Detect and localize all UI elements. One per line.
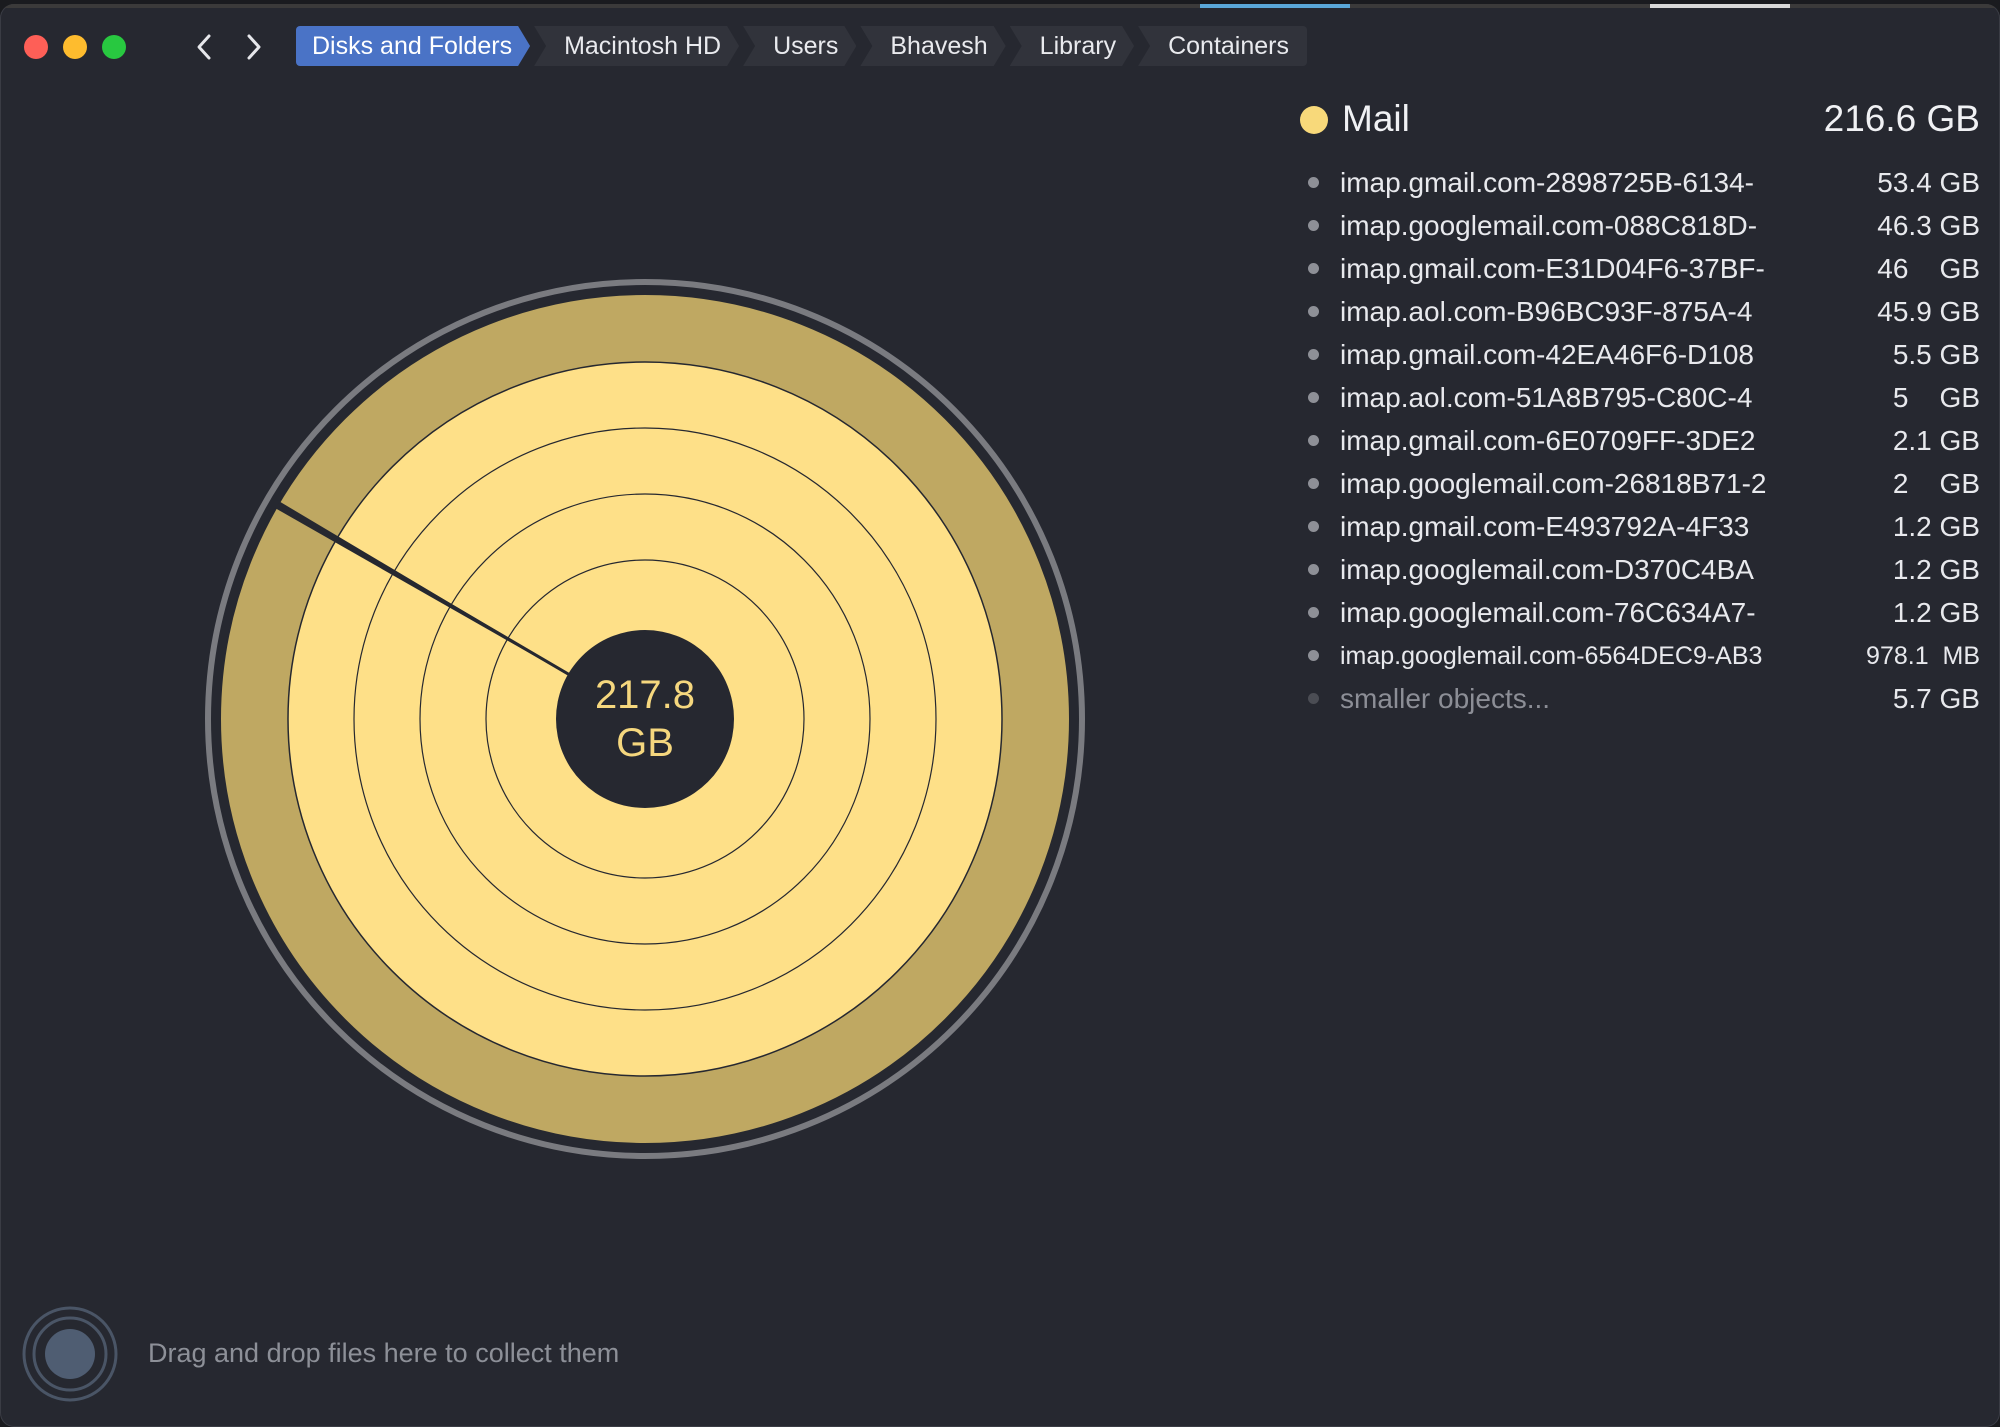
collector-button[interactable] [22, 1306, 118, 1402]
center-hole[interactable] [556, 630, 734, 808]
list-item[interactable]: imap.googlemail.com-76C634A7- 1.2 GB [1300, 592, 1980, 635]
item-name: imap.aol.com-B96BC93F-875A-4 [1340, 296, 1753, 327]
item-name: imap.googlemail.com-6564DEC9-AB3 [1340, 642, 1763, 670]
item-name: imap.gmail.com-E493792A-4F33 [1340, 511, 1750, 542]
bullet-icon [1308, 392, 1319, 403]
breadcrumb: Disks and Folders Macintosh HD Users Bha… [296, 26, 1311, 66]
list-item[interactable]: imap.aol.com-B96BC93F-875A-4 45.9 GB [1300, 291, 1980, 334]
folder-name: Mail [1342, 98, 1410, 139]
item-size: 5 GB [1892, 382, 1980, 413]
item-name: imap.googlemail.com-088C818D- [1340, 210, 1758, 241]
desktop-strip [0, 4, 2000, 8]
total-size-label: 217.8 GB [545, 629, 745, 809]
list-item[interactable]: imap.googlemail.com-D370C4BA 1.2 GB [1300, 549, 1980, 592]
folder-color-dot [1300, 106, 1328, 134]
breadcrumb-disks-and-folders[interactable]: Disks and Folders [296, 26, 530, 66]
bullet-icon [1308, 306, 1319, 317]
item-size: 1.2 GB [1892, 511, 1980, 542]
item-size: 2.1 GB [1892, 425, 1980, 456]
breadcrumb-macintosh-hd[interactable]: Macintosh HD [534, 26, 739, 66]
item-size: 1.2 GB [1892, 554, 1980, 585]
list-item[interactable]: imap.googlemail.com-26818B71-2 2 GB [1300, 463, 1980, 506]
item-name: imap.googlemail.com-D370C4BA [1340, 554, 1754, 585]
bullet-icon [1308, 650, 1319, 661]
bullet-icon [1308, 478, 1319, 489]
bullet-icon [1308, 220, 1319, 231]
item-name: imap.aol.com-51A8B795-C80C-4 [1340, 382, 1753, 413]
minimize-window-button[interactable] [63, 35, 87, 59]
chevron-left-icon [197, 34, 211, 60]
item-size: 45.9 GB [1877, 296, 1980, 327]
item-size: 53.4 GB [1877, 167, 1980, 198]
drop-hint-text: Drag and drop files here to collect them [148, 1338, 620, 1368]
list-item[interactable]: imap.googlemail.com-088C818D- 46.3 GB [1300, 205, 1980, 248]
item-name: imap.gmail.com-2898725B-6134- [1340, 167, 1754, 198]
app-window: Disks and Folders Macintosh HD Users Bha… [0, 4, 2000, 1427]
sunburst-svg[interactable] [200, 274, 1090, 1164]
bullet-icon [1308, 521, 1319, 532]
item-name: imap.gmail.com-42EA46F6-D108 [1340, 339, 1754, 370]
total-size-value: 217.8 [594, 673, 696, 717]
item-size: 5.7 GB [1892, 683, 1980, 714]
item-size: 5.5 GB [1892, 339, 1980, 370]
item-name: imap.googlemail.com-26818B71-2 [1340, 468, 1767, 499]
item-size: 1.2 GB [1892, 597, 1980, 628]
item-size: 2 GB [1892, 468, 1980, 499]
selected-folder-header[interactable]: Mail 216.6 GB [1300, 96, 1980, 144]
collector-icon [22, 1306, 118, 1402]
item-name: imap.googlemail.com-76C634A7- [1340, 597, 1756, 628]
bullet-icon [1308, 564, 1319, 575]
item-size: 46.3 GB [1877, 210, 1980, 241]
list-item[interactable]: imap.aol.com-51A8B795-C80C-4 5 GB [1300, 377, 1980, 420]
outer-outline-ring [205, 279, 1085, 1159]
item-name: imap.gmail.com-6E0709FF-3DE2 [1340, 425, 1756, 456]
list-item[interactable]: imap.gmail.com-2898725B-6134- 53.4 GB [1300, 162, 1980, 205]
item-size: 46 GB [1877, 253, 1980, 284]
bullet-icon [1308, 607, 1319, 618]
total-size-unit: GB [616, 721, 674, 765]
breadcrumb-library[interactable]: Library [1010, 26, 1134, 66]
bullet-icon [1308, 693, 1319, 704]
list-item[interactable]: imap.googlemail.com-6564DEC9-AB3 978.1 MB [1300, 635, 1980, 678]
chevron-right-icon [247, 34, 261, 60]
zoom-window-button[interactable] [102, 35, 126, 59]
folder-size: 216.6 GB [1823, 98, 1980, 139]
list-item[interactable]: imap.gmail.com-6E0709FF-3DE2 2.1 GB [1300, 420, 1980, 463]
close-window-button[interactable] [24, 35, 48, 59]
item-name: smaller objects... [1340, 683, 1551, 714]
forward-button[interactable] [236, 28, 270, 66]
list-item[interactable]: imap.gmail.com-42EA46F6-D108 5.5 GB [1300, 334, 1980, 377]
bullet-icon [1308, 349, 1319, 360]
breadcrumb-containers[interactable]: Containers [1138, 26, 1307, 66]
bullet-icon [1308, 263, 1319, 274]
breadcrumb-bhavesh[interactable]: Bhavesh [860, 26, 1005, 66]
list-item[interactable]: imap.gmail.com-E493792A-4F33 1.2 GB [1300, 506, 1980, 549]
item-size: 978.1 MB [1866, 642, 1980, 670]
sunburst-chart[interactable]: 217.8 GB [200, 274, 1090, 1164]
contents-list: imap.gmail.com-2898725B-6134- 53.4 GB ima… [1300, 162, 1980, 721]
item-name: imap.gmail.com-E31D04F6-37BF- [1340, 253, 1765, 284]
bullet-icon [1308, 177, 1319, 188]
list-item[interactable]: imap.gmail.com-E31D04F6-37BF- 46 GB [1300, 248, 1980, 291]
breadcrumb-users[interactable]: Users [743, 26, 856, 66]
back-button[interactable] [188, 28, 222, 66]
bullet-icon [1308, 435, 1319, 446]
smaller-objects-item[interactable]: smaller objects... 5.7 GB [1300, 678, 1980, 721]
